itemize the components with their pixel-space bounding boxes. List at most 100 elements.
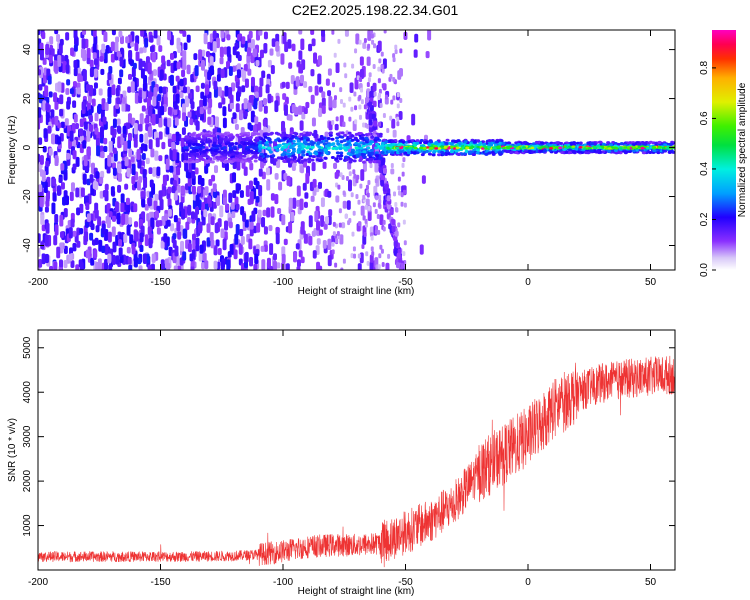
spectrogram-cell [84,221,89,228]
spectrogram-cell [300,256,305,264]
spectrogram-cell [73,44,78,52]
spectrogram-cell [261,70,266,79]
spectrogram-cell [335,139,340,143]
spectrogram-cell [123,233,128,243]
spectrogram-cell [609,143,614,147]
spectrogram-cell [284,143,289,147]
spectrogram-cell [152,166,157,177]
spectrogram-cell [221,97,226,105]
spectrogram-cell [141,199,146,208]
spectrogram-cell [338,147,343,151]
spectrogram-cell [354,146,359,150]
spectrogram-cell [374,160,379,173]
spectrogram-cell [222,117,227,129]
spectrogram-cell [121,213,126,226]
spectrogram-cell [63,197,68,204]
spectrogram-cell [60,55,65,62]
spectrogram-cell [398,267,403,270]
spectrogram-cell [260,245,265,252]
spectrogram-cell [241,85,246,93]
spectrogram-cell [312,250,317,259]
spectrogram-cell [303,140,308,144]
spectrogram-cell [201,49,206,57]
spectrogram-cell [244,147,249,151]
spectrogram-cell [177,231,182,240]
spectrogram-cell [291,139,296,143]
spectrogram-cell [636,142,641,146]
spectrogram-cell [129,234,134,245]
spectrogram-cell [431,153,436,157]
spectrogram-cell [358,221,362,227]
spectrogram-cell [226,60,231,69]
spectrogram-cell [398,139,403,143]
spectrogram-cell [338,157,343,161]
spectrogram-cell [205,159,210,163]
spectrogram-cell [308,86,313,93]
spectrogram-cell [344,213,348,219]
spectrogram-cell [249,190,254,203]
spectrogram-cell [384,94,388,100]
spectrogram-cell [73,59,78,69]
spectrogram-cell [148,126,153,138]
spectrogram-cell [187,111,192,118]
spectrogram-cell [392,53,396,59]
spectrogram-cell [403,240,407,246]
spectrogram-cell [93,58,98,66]
spectrogram-cell [380,151,385,155]
spectrogram-cell [191,233,196,241]
spectrogram-cell [262,133,267,137]
spectrogram-cell [79,261,84,270]
spectrogram-cell [316,154,321,158]
spectrogram-cell [49,265,54,270]
spectrogram-cell [142,46,147,53]
spectrogram-cell [82,130,87,138]
spectrogram-cell [158,190,163,201]
spectrogram-cell [374,154,379,158]
spectrogram-cell [344,143,349,147]
spectrogram-cell [39,48,44,61]
spectrogram-cell [394,207,398,213]
spectrogram-cell [235,223,240,236]
spectrogram-cell [240,137,245,141]
spectrogram-cell [93,249,98,259]
spectrogram-cell [282,32,287,44]
spectrogram-cell [288,221,293,234]
spectrogram-cell [247,158,252,162]
spectrogram-cell [341,222,346,229]
spectrogram-cell [147,226,152,236]
spectrogram-cell [222,106,227,117]
spectrogram-cell [191,160,196,164]
spectrogram-cell [369,261,374,270]
spectrogram-cell [107,253,112,264]
spectrogram-cell [344,155,349,159]
spectrogram-cell [345,157,350,161]
spectrogram-cell [172,85,177,94]
spectrogram-cell [434,147,439,150]
spectrogram-cell [80,48,85,59]
spectrogram-cell [60,231,65,239]
spectrogram-cell [162,174,167,186]
spectrogram-cell [154,193,159,201]
spectrogram-cell [300,159,305,163]
spectrogram-cell [182,251,187,261]
spectrogram-cell [209,56,214,68]
spectrogram-cell [266,179,271,191]
spectrogram-cell [111,215,116,222]
spectrogram-cell [208,157,213,161]
spectrogram-cell [285,263,290,270]
spectrogram-cell [151,52,156,63]
spectrogram-cell [226,34,231,41]
spectrogram-cell [195,237,200,246]
spectrogram-cell [144,117,149,124]
spectrogram-cell [131,175,136,185]
spectrogram-cell [240,235,245,245]
spectrogram-cell [82,140,87,149]
spectrogram-cell [298,105,303,115]
spectrogram-cell [192,238,197,250]
spectrogram-cell [358,104,362,110]
spectrogram-cell [362,42,367,49]
spectrogram-cell [299,64,304,74]
spectrogram-cell [206,140,211,144]
spectrogram-cell [305,146,310,150]
spectrogram-cell [302,136,307,140]
